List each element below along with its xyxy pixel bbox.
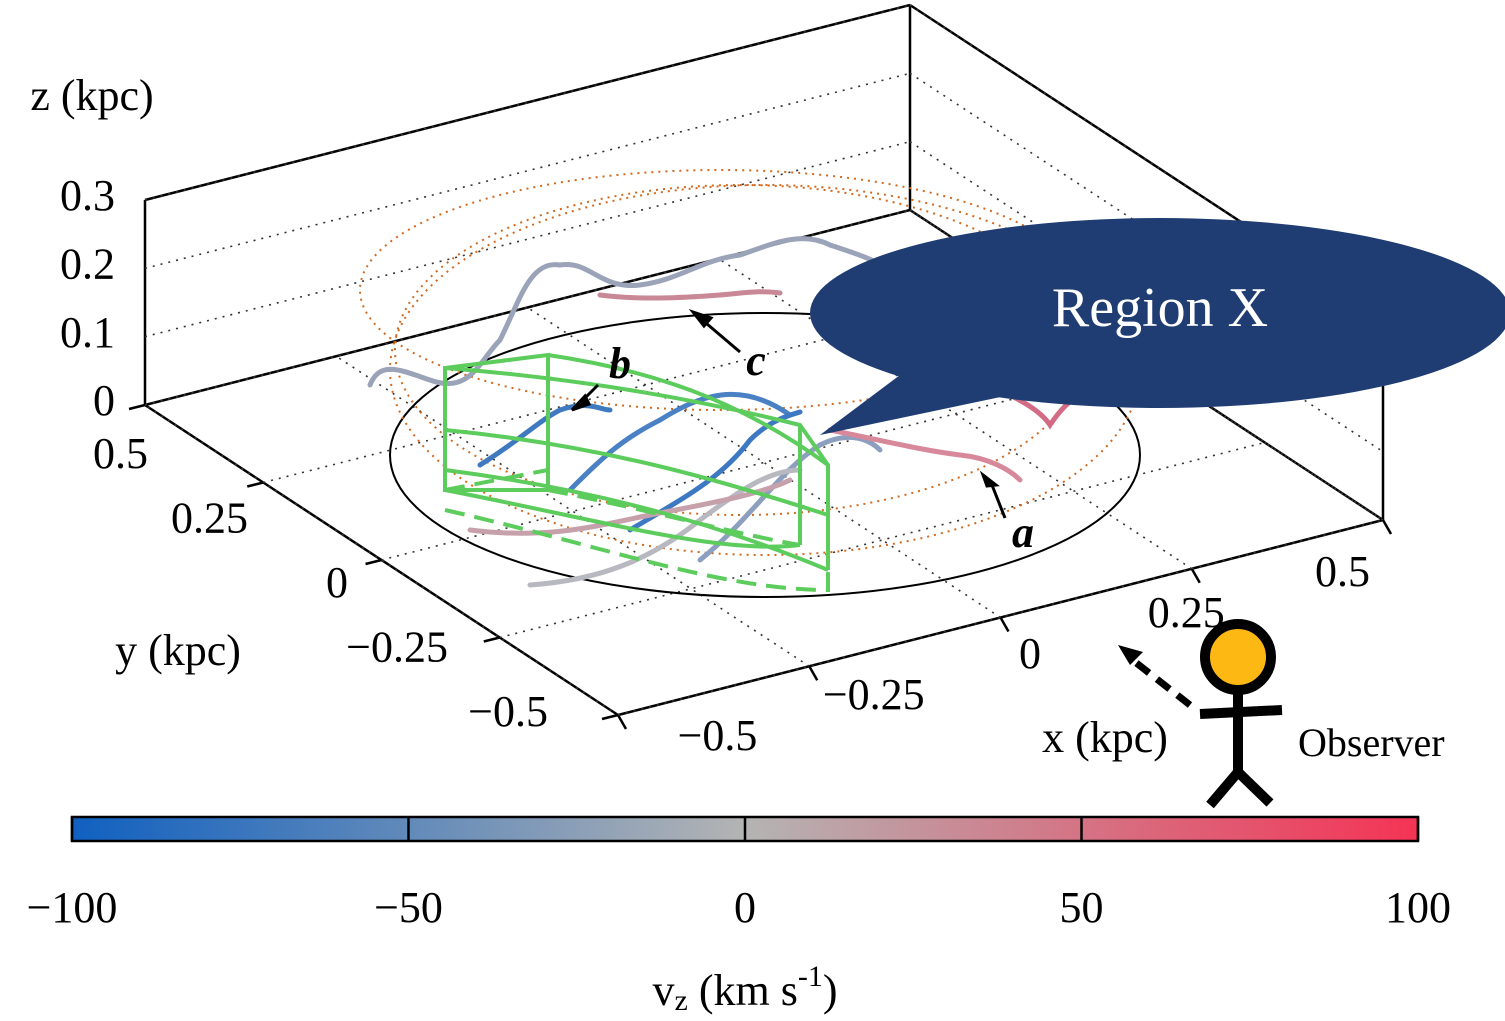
z-tick-label: 0.1 (60, 308, 115, 357)
y-axis-label: y (kpc) (115, 626, 241, 675)
tick-mark (618, 715, 626, 729)
y-tick-label: 0 (326, 558, 348, 607)
tick-mark (129, 405, 145, 409)
label-a: a (1012, 508, 1034, 557)
observer-label: Observer (1298, 720, 1445, 765)
tick-mark (1001, 618, 1009, 632)
x-tick-label: −0.5 (678, 711, 758, 760)
tick-mark (1192, 569, 1200, 583)
colorbar-tick-label: −100 (27, 883, 118, 932)
colorbar-tick-label: 100 (1385, 883, 1451, 932)
colorbar-label-base: v (653, 966, 675, 1015)
z-tick-label: 0.2 (60, 239, 115, 288)
x-tick-label: 0.25 (1148, 588, 1225, 637)
colorbar-tick-label: −50 (374, 883, 443, 932)
filament (600, 292, 780, 298)
region-label: Region X (1052, 277, 1268, 339)
colorbar-label: vz (km s-1) (653, 960, 838, 1017)
y-tick-label: 0.5 (93, 429, 148, 478)
region-box (445, 355, 828, 590)
tick-mark (1383, 520, 1391, 534)
box-edge (145, 5, 910, 200)
x-tick-label: 0 (1019, 629, 1041, 678)
tick-mark (809, 666, 817, 680)
y-tick-label: −0.5 (468, 687, 548, 736)
colorbar-tick-label: 50 (1060, 883, 1104, 932)
figure: a b c Region X Observer z (kpc) y (kpc) … (0, 0, 1505, 1021)
colorbar-label-sub: z (675, 984, 688, 1017)
z-axis-label: z (kpc) (30, 71, 153, 120)
tick-mark (602, 715, 618, 719)
colorbar-tick-label: 0 (734, 883, 756, 932)
colorbar-label-close: ) (823, 966, 838, 1015)
colorbar-label-unit: (km s (688, 966, 798, 1015)
x-axis-label: x (kpc) (1042, 713, 1168, 762)
tick-mark (366, 560, 382, 564)
z-tick-label: 0 (93, 376, 115, 425)
filament (830, 430, 1020, 480)
grid-line (336, 356, 809, 666)
tick-mark (247, 483, 263, 487)
y-tick-label: 0.25 (171, 494, 248, 543)
z-tick-label: 0.3 (60, 171, 115, 220)
x-tick-label: −0.25 (823, 670, 925, 719)
tick-mark (484, 638, 500, 642)
colorbar-label-sup: -1 (798, 960, 823, 993)
x-tick-label: 0.5 (1315, 547, 1370, 596)
y-tick-label: −0.25 (346, 623, 448, 672)
label-b: b (609, 339, 631, 388)
label-c: c (746, 336, 766, 385)
